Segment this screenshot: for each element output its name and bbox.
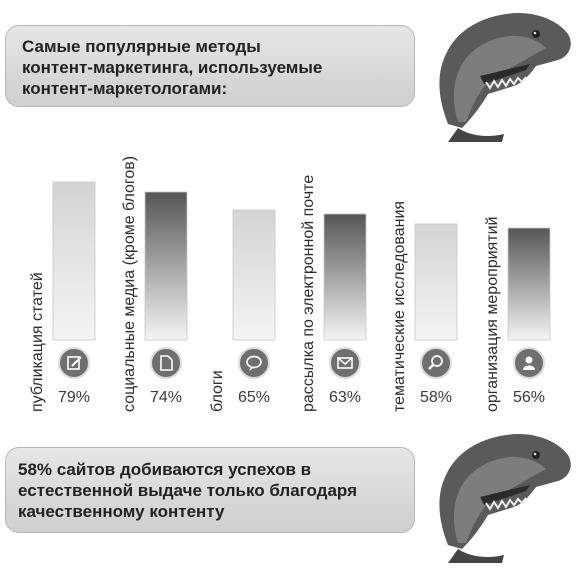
footer-text-line: естественной выдаче только благодаря (18, 481, 358, 500)
category-label: рассылка по электронной почте (300, 175, 317, 412)
value-label: 63% (329, 389, 361, 406)
category-label: социальные медиа (кроме блогов) (121, 156, 138, 412)
dinosaur-head-illustration (439, 433, 571, 563)
header-title-line: контент-маркетологами: (22, 79, 228, 98)
speech-bubble-icon (238, 347, 270, 379)
dinosaur-head-illustration (439, 12, 571, 142)
footer-text: 58% сайтов добиваются успехов в естестве… (18, 459, 413, 522)
footer-text-line: качественному контенту (18, 502, 225, 521)
value-label: 65% (238, 389, 270, 406)
document-icon (150, 347, 182, 379)
value-label: 74% (150, 389, 182, 406)
category-label: блоги (209, 370, 226, 412)
magnifier-icon (420, 347, 452, 379)
value-label: 79% (58, 389, 90, 406)
edit-icon (58, 347, 90, 379)
footer-banner (5, 447, 415, 533)
category-label: тематические исследования (391, 201, 408, 412)
bar-5 (507, 227, 551, 341)
envelope-icon (329, 347, 361, 379)
header-title-line: контент-маркетинга, используемые (22, 58, 323, 77)
bar-2 (232, 209, 276, 341)
bar-4 (414, 223, 458, 341)
category-label: публикация статей (29, 272, 46, 412)
value-label: 56% (513, 389, 545, 406)
person-icon (513, 347, 545, 379)
bar-1 (144, 191, 188, 341)
footer-text-line: 58% сайтов добиваются успехов в (18, 460, 312, 479)
bar-3 (323, 213, 367, 341)
header-banner (5, 25, 415, 107)
header-title-line: Самые популярные методы (22, 37, 261, 56)
header-title: Самые популярные методы контент-маркетин… (22, 36, 412, 99)
category-label: организация мероприятий (484, 217, 501, 412)
value-label: 58% (420, 389, 452, 406)
bar-0 (52, 181, 96, 341)
